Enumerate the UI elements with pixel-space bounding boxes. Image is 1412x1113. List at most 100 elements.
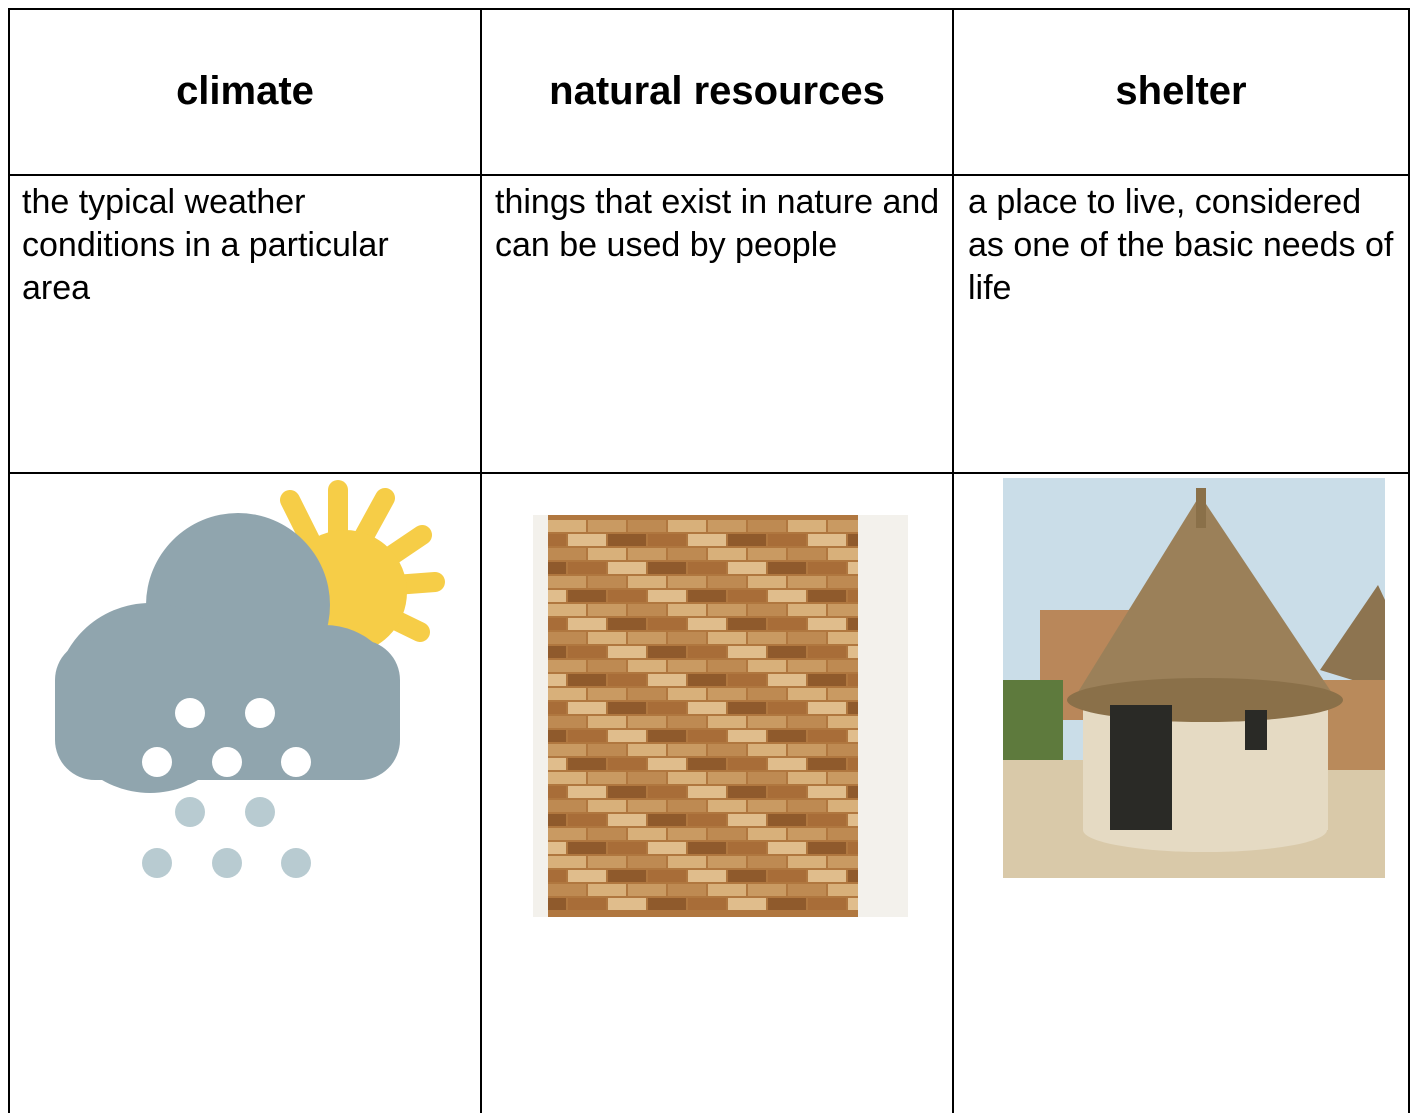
plank — [768, 618, 806, 630]
plank — [668, 688, 706, 700]
plank — [728, 702, 766, 714]
plank — [548, 884, 586, 896]
plank — [728, 562, 766, 574]
plank — [568, 870, 606, 882]
plank — [548, 688, 586, 700]
plank — [588, 856, 626, 868]
plank — [708, 632, 746, 644]
plank — [568, 842, 606, 854]
plank — [768, 786, 806, 798]
plank — [788, 856, 826, 868]
plank — [828, 688, 858, 700]
plank — [688, 786, 726, 798]
plank — [748, 688, 786, 700]
plank — [788, 604, 826, 616]
plank — [548, 534, 566, 546]
plank — [548, 590, 566, 602]
plank — [788, 772, 826, 784]
plank — [728, 786, 766, 798]
plank — [668, 632, 706, 644]
plank — [788, 800, 826, 812]
plank — [548, 786, 566, 798]
plank — [748, 716, 786, 728]
plank — [708, 856, 746, 868]
plank — [748, 632, 786, 644]
plank — [688, 646, 726, 658]
page: climate natural resources shelter the ty… — [0, 0, 1412, 1113]
plank — [788, 744, 826, 756]
plank — [548, 702, 566, 714]
plank — [848, 758, 858, 770]
plank — [668, 604, 706, 616]
plank — [808, 674, 846, 686]
plank — [588, 716, 626, 728]
plank — [688, 702, 726, 714]
plank — [628, 884, 666, 896]
plank — [748, 884, 786, 896]
plank — [608, 870, 646, 882]
plank — [668, 856, 706, 868]
plank — [788, 884, 826, 896]
plank — [848, 590, 858, 602]
plank — [788, 632, 826, 644]
plank — [708, 744, 746, 756]
plank — [708, 716, 746, 728]
plank — [768, 646, 806, 658]
plank — [828, 576, 858, 588]
plank — [848, 674, 858, 686]
plank — [548, 758, 566, 770]
plank — [728, 618, 766, 630]
plank — [768, 590, 806, 602]
plank — [828, 772, 858, 784]
plank — [568, 674, 606, 686]
plank — [608, 786, 646, 798]
plank — [828, 744, 858, 756]
plank — [708, 828, 746, 840]
plank — [768, 898, 806, 910]
plank — [608, 646, 646, 658]
plank — [748, 548, 786, 560]
plank — [748, 520, 786, 532]
plank — [808, 618, 846, 630]
plank — [728, 730, 766, 742]
plank — [568, 562, 606, 574]
plank — [648, 702, 686, 714]
plank — [788, 828, 826, 840]
plank — [728, 758, 766, 770]
plank — [608, 814, 646, 826]
plank — [768, 674, 806, 686]
plank — [808, 786, 846, 798]
plank — [748, 856, 786, 868]
plank — [768, 562, 806, 574]
plank — [628, 828, 666, 840]
plank — [728, 534, 766, 546]
plank — [608, 590, 646, 602]
plank — [828, 604, 858, 616]
plank — [648, 618, 686, 630]
plank — [588, 576, 626, 588]
plank — [688, 534, 726, 546]
plank — [748, 660, 786, 672]
plank — [548, 772, 586, 784]
plank — [628, 520, 666, 532]
plank — [648, 758, 686, 770]
plank — [668, 828, 706, 840]
plank — [608, 534, 646, 546]
plank — [728, 898, 766, 910]
plank — [848, 618, 858, 630]
plank — [688, 562, 726, 574]
plank — [688, 758, 726, 770]
plank — [848, 842, 858, 854]
plank — [828, 884, 858, 896]
plank — [648, 814, 686, 826]
illustrations — [0, 0, 1412, 1113]
plank — [628, 576, 666, 588]
plank — [628, 660, 666, 672]
plank — [808, 590, 846, 602]
plank — [628, 744, 666, 756]
plank — [848, 702, 858, 714]
plank — [548, 744, 586, 756]
plank — [708, 800, 746, 812]
plank — [548, 800, 586, 812]
plank — [548, 674, 566, 686]
